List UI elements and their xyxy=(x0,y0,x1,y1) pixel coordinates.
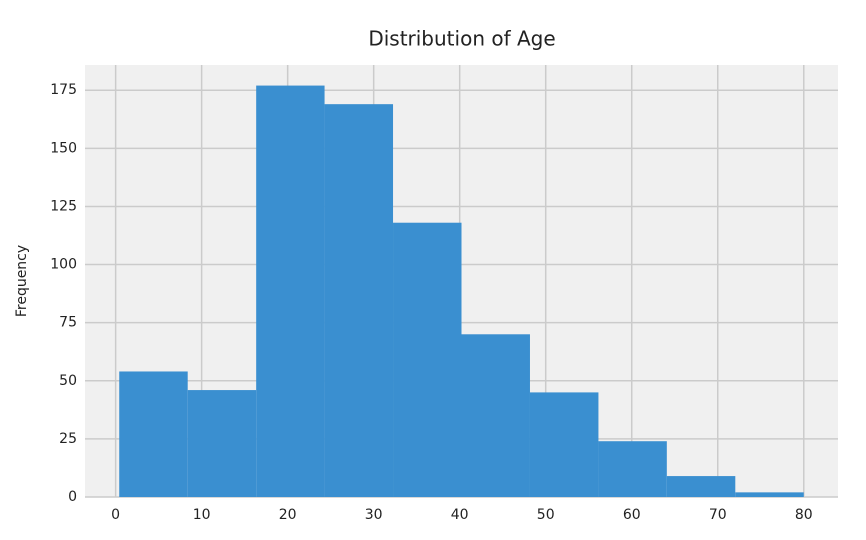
y-tick-label: 25 xyxy=(59,431,77,447)
x-tick-label: 20 xyxy=(279,507,297,523)
y-tick-label: 150 xyxy=(50,140,77,156)
x-tick-label: 0 xyxy=(111,507,120,523)
y-tick-label: 0 xyxy=(68,489,77,505)
bar xyxy=(598,441,667,497)
y-tick-label: 175 xyxy=(50,82,77,98)
y-tick-label: 50 xyxy=(59,373,77,389)
bar xyxy=(735,492,804,497)
bar xyxy=(666,476,736,497)
x-tick-label: 70 xyxy=(709,507,727,523)
x-tick-label: 10 xyxy=(193,507,211,523)
x-tick-label: 60 xyxy=(623,507,641,523)
y-axis-label: Frequency xyxy=(14,245,30,317)
y-tick-label: 75 xyxy=(59,315,77,331)
x-tick-label: 40 xyxy=(451,507,469,523)
y-tick-label: 125 xyxy=(50,198,77,214)
bar xyxy=(324,104,394,498)
x-tick-label: 30 xyxy=(365,507,383,523)
bar xyxy=(529,392,599,497)
x-tick-label: 50 xyxy=(537,507,555,523)
bar xyxy=(393,222,462,497)
bar xyxy=(256,85,325,498)
y-tick-label: 100 xyxy=(50,257,77,273)
x-tick-label: 80 xyxy=(795,507,813,523)
bar xyxy=(187,390,257,497)
chart-title: Distribution of Age xyxy=(368,27,555,51)
bar xyxy=(461,334,530,497)
bar xyxy=(119,371,188,497)
